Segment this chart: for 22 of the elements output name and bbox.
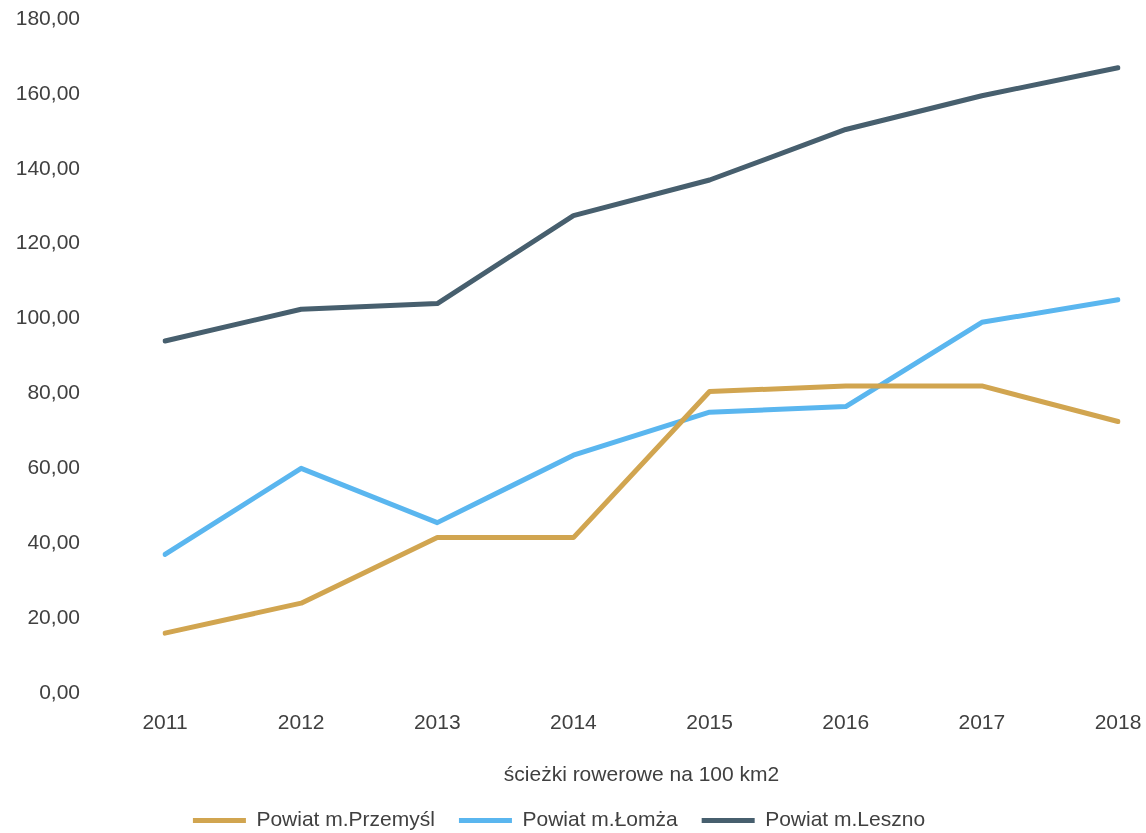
x-tick-label: 2012 bbox=[277, 710, 325, 734]
legend-label: Powiat m.Leszno bbox=[765, 807, 926, 831]
y-tick-label: 80,00 bbox=[27, 380, 80, 404]
y-tick-label: 160,00 bbox=[15, 80, 80, 104]
x-axis-title: ścieżki rowerowe na 100 km2 bbox=[503, 762, 780, 786]
y-tick-label: 180,00 bbox=[15, 5, 80, 29]
y-tick-label: 40,00 bbox=[27, 530, 80, 554]
x-tick-label: 2016 bbox=[822, 710, 870, 734]
y-tick-label: 100,00 bbox=[15, 305, 80, 329]
x-tick-label: 2017 bbox=[958, 710, 1006, 734]
y-tick-label: 140,00 bbox=[15, 155, 80, 179]
x-tick-label: 2014 bbox=[550, 710, 598, 734]
y-tick-label: 120,00 bbox=[15, 230, 80, 254]
legend-label: Powiat m.Łomża bbox=[522, 807, 678, 831]
x-tick-label: 2015 bbox=[686, 710, 733, 734]
x-tick-label: 2018 bbox=[1094, 710, 1142, 734]
x-tick-label: 2013 bbox=[413, 710, 461, 734]
legend-label: Powiat m.Przemyśl bbox=[256, 807, 435, 831]
y-tick-label: 60,00 bbox=[27, 455, 80, 479]
y-tick-label: 20,00 bbox=[27, 604, 80, 628]
x-tick-label: 2011 bbox=[142, 710, 188, 734]
y-tick-label: 0,00 bbox=[39, 679, 80, 703]
